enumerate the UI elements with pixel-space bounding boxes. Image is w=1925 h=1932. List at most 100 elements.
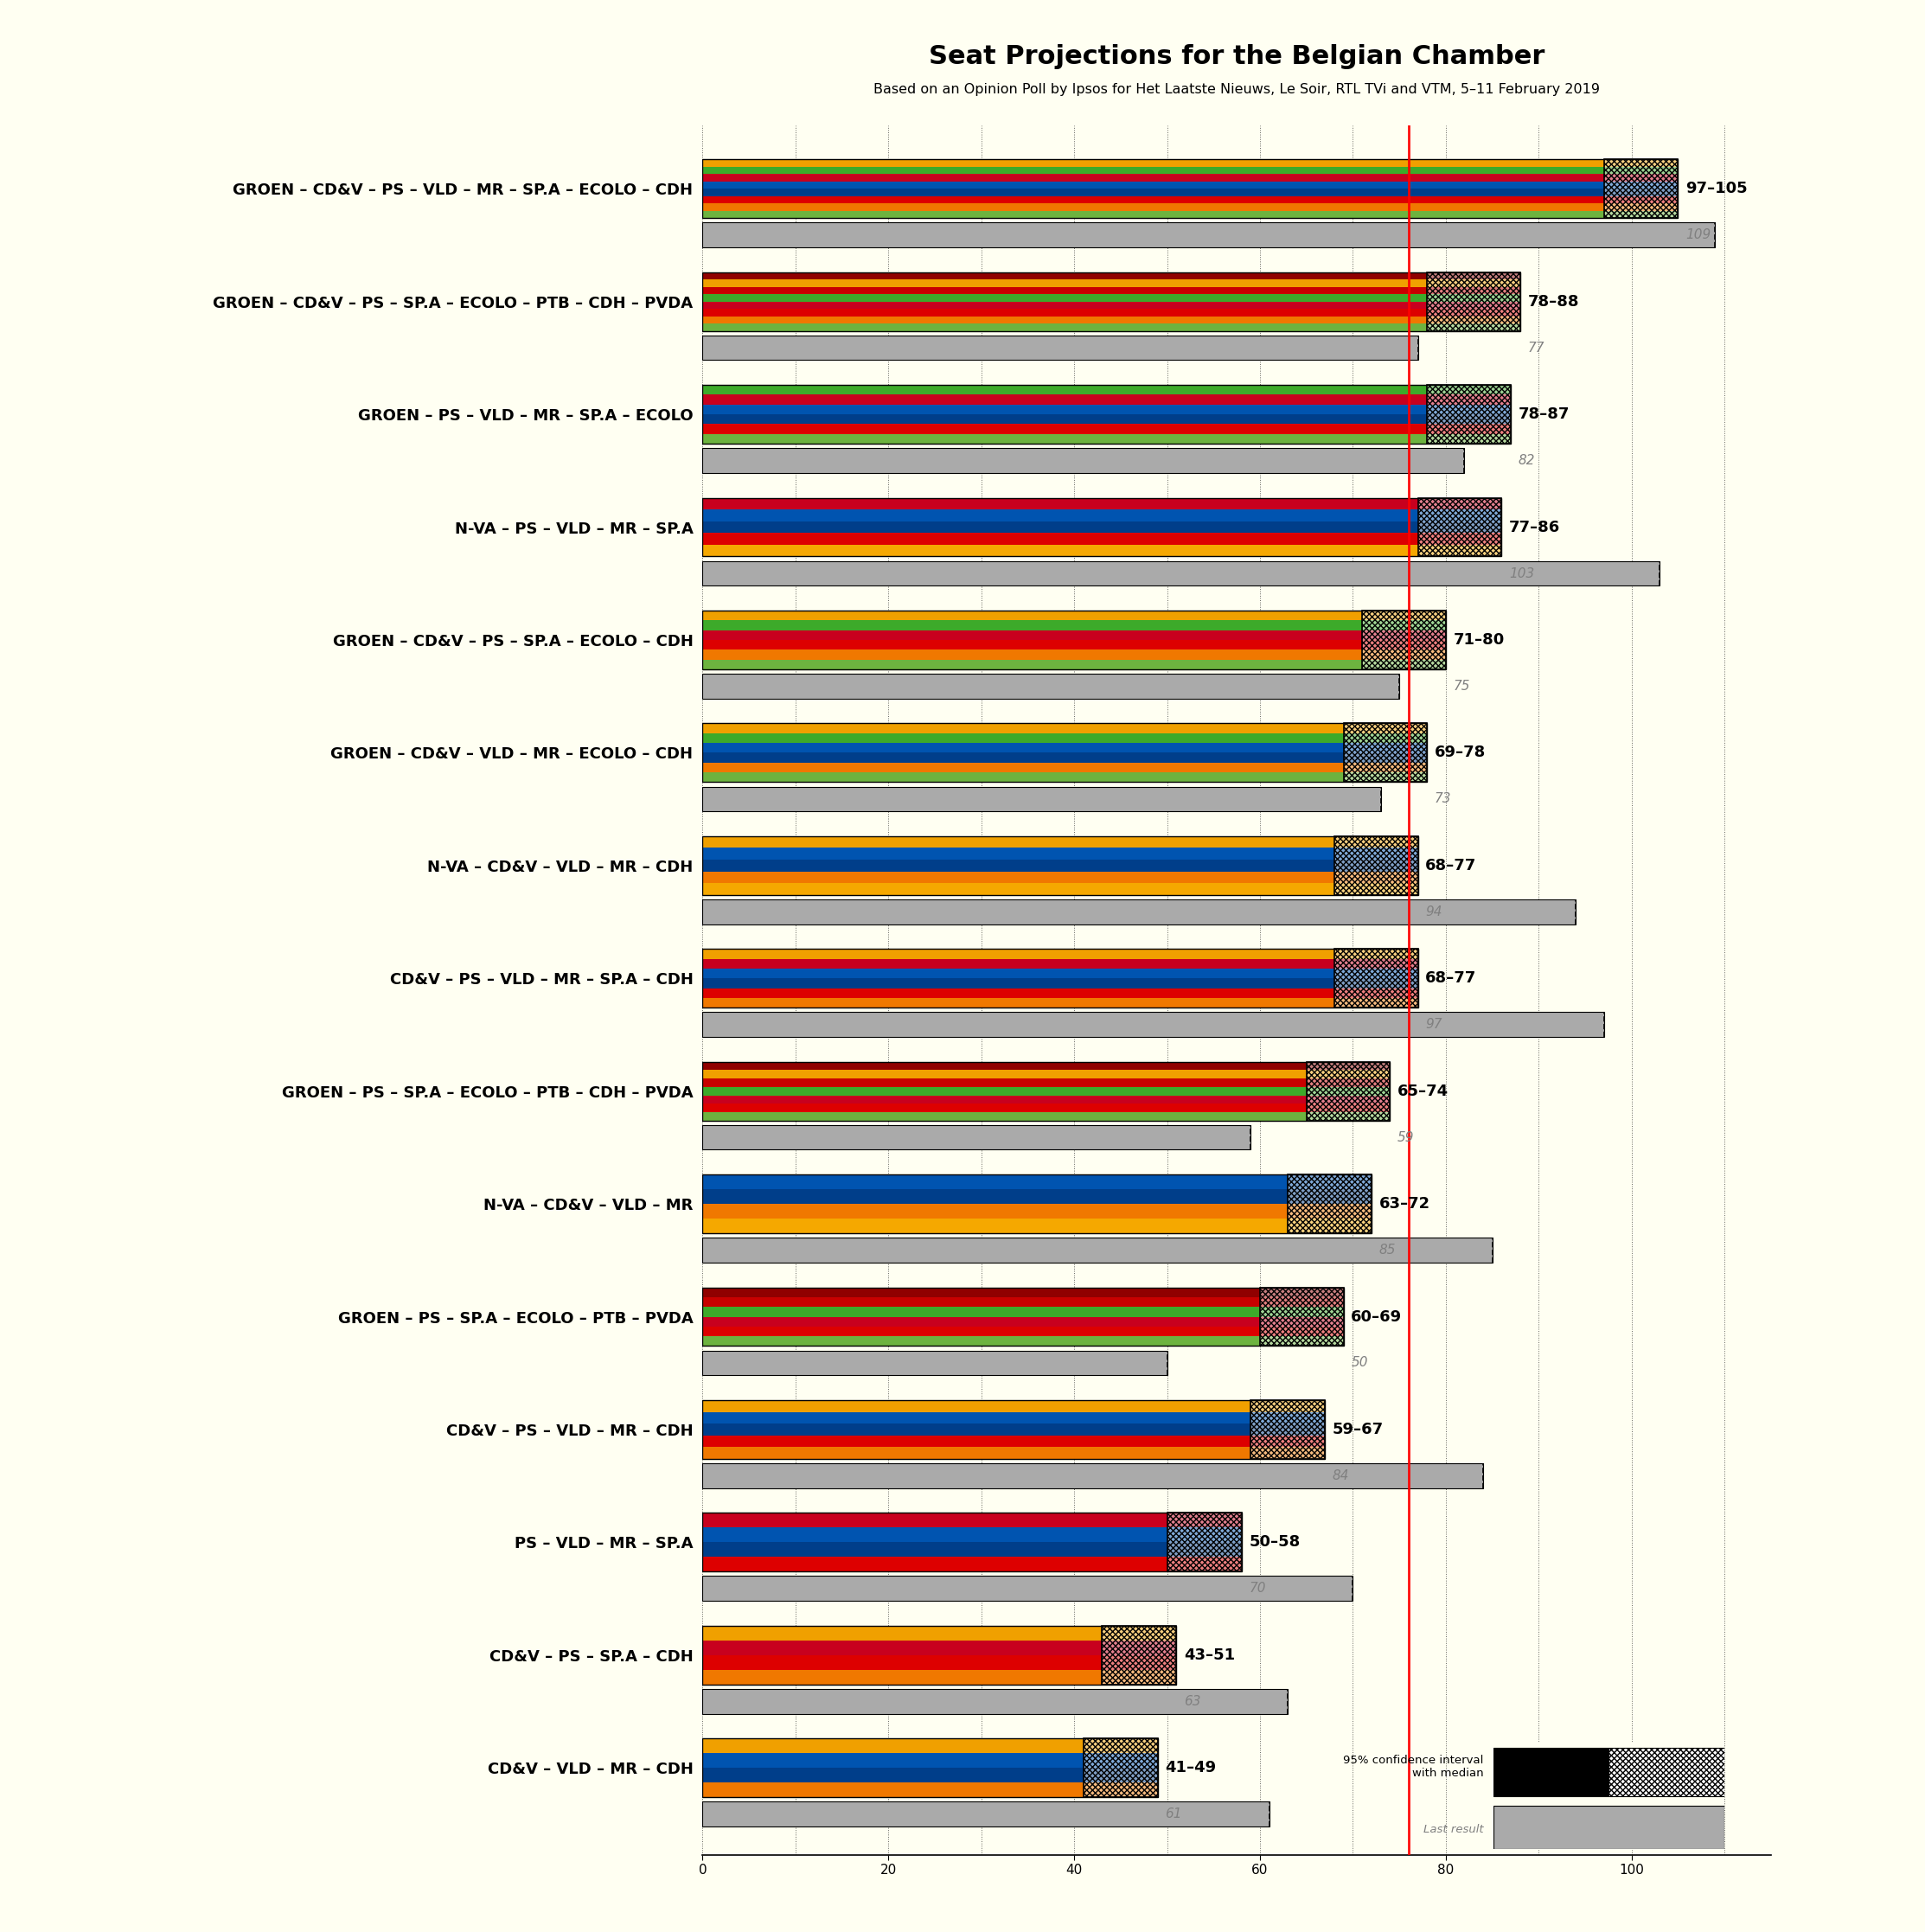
Bar [703,674,1399,699]
Bar [703,336,1419,359]
Text: 61: 61 [1165,1808,1182,1820]
Bar [1167,1513,1242,1571]
Bar [703,280,1521,286]
Bar [1084,1739,1157,1797]
Bar [703,848,1419,860]
Text: 103: 103 [1509,566,1534,580]
Text: 68–77: 68–77 [1424,970,1476,985]
Bar [703,510,1502,522]
Bar [703,1327,1344,1337]
Bar [703,871,1419,883]
Bar [703,723,1426,732]
Bar [703,1577,1353,1602]
Bar [703,545,1502,556]
Bar [1334,949,1419,1009]
Bar [703,723,1426,782]
Bar [703,286,1521,294]
Bar [703,448,1465,473]
Bar [703,1190,1371,1204]
Bar [703,1783,1157,1797]
Bar [703,189,1679,195]
Bar [1307,1063,1390,1121]
Bar [703,1318,1344,1327]
Bar [1251,1401,1324,1459]
Bar [1084,1739,1157,1797]
Bar [1419,498,1502,556]
Bar [703,860,1419,871]
Bar [703,1412,1324,1424]
Bar [1363,611,1446,668]
Bar [703,1513,1242,1571]
Bar [703,1124,1251,1150]
Bar [703,649,1446,659]
Bar [703,987,1419,997]
Bar [703,384,1511,394]
Text: Based on an Opinion Poll by Ipsos for Het Laatste Nieuws, Le Soir, RTL TVi and V: Based on an Opinion Poll by Ipsos for He… [874,83,1600,97]
Bar [703,753,1426,763]
Bar [703,182,1679,189]
Bar [703,1752,1157,1768]
Text: 63–72: 63–72 [1378,1196,1430,1211]
Bar [703,1124,1251,1150]
Bar [703,317,1521,323]
Bar [703,1463,1482,1488]
Bar [703,1656,1176,1669]
Bar [703,336,1419,359]
Text: 43–51: 43–51 [1184,1648,1236,1663]
Bar [703,272,1521,330]
Bar [703,1689,1288,1714]
Text: Seat Projections for the Belgian Chamber: Seat Projections for the Belgian Chamber [928,44,1546,70]
Bar [1344,723,1426,782]
Bar [703,1238,1492,1262]
Text: 41–49: 41–49 [1165,1760,1217,1776]
Text: 85: 85 [1378,1244,1396,1256]
Bar [703,1350,1167,1376]
Text: Last result: Last result [1423,1824,1484,1835]
Bar [703,1803,1269,1826]
Bar [703,301,1521,309]
Bar [703,1463,1482,1488]
Bar [1344,723,1426,782]
Bar [703,1287,1344,1347]
Bar [703,1401,1324,1412]
Bar [703,1768,1157,1783]
Bar [703,1435,1324,1447]
Text: 78–87: 78–87 [1519,406,1569,421]
Bar [703,1739,1157,1797]
Bar [703,560,1659,585]
Bar [703,1739,1157,1752]
Text: 59: 59 [1398,1130,1415,1144]
Bar [1494,1804,1725,1849]
Bar [703,639,1446,649]
Bar [703,384,1511,444]
Bar [703,958,1419,968]
Bar [703,1219,1371,1233]
Bar [703,1803,1269,1826]
Bar [703,949,1419,1009]
Bar [703,222,1715,247]
Bar [703,837,1419,895]
Bar [1103,1625,1176,1685]
Bar [703,1012,1604,1037]
Bar [1604,160,1679,218]
Bar [703,659,1446,668]
Bar [703,1296,1344,1306]
Text: 97–105: 97–105 [1686,182,1748,197]
Text: 68–77: 68–77 [1424,858,1476,873]
Bar [703,1350,1167,1376]
Bar [703,166,1679,174]
Bar [703,1557,1242,1571]
Bar [1251,1401,1324,1459]
Text: 73: 73 [1434,792,1451,806]
Bar [1426,272,1521,330]
Bar [703,272,1521,280]
Bar [703,1306,1344,1318]
Text: 109: 109 [1686,228,1711,242]
Text: 75: 75 [1453,680,1471,694]
Bar [703,1577,1353,1602]
Bar [1334,837,1419,895]
Bar [703,1113,1390,1121]
Bar [703,195,1679,203]
Text: 95% confidence interval
with median: 95% confidence interval with median [1344,1754,1484,1779]
Bar [703,900,1577,923]
